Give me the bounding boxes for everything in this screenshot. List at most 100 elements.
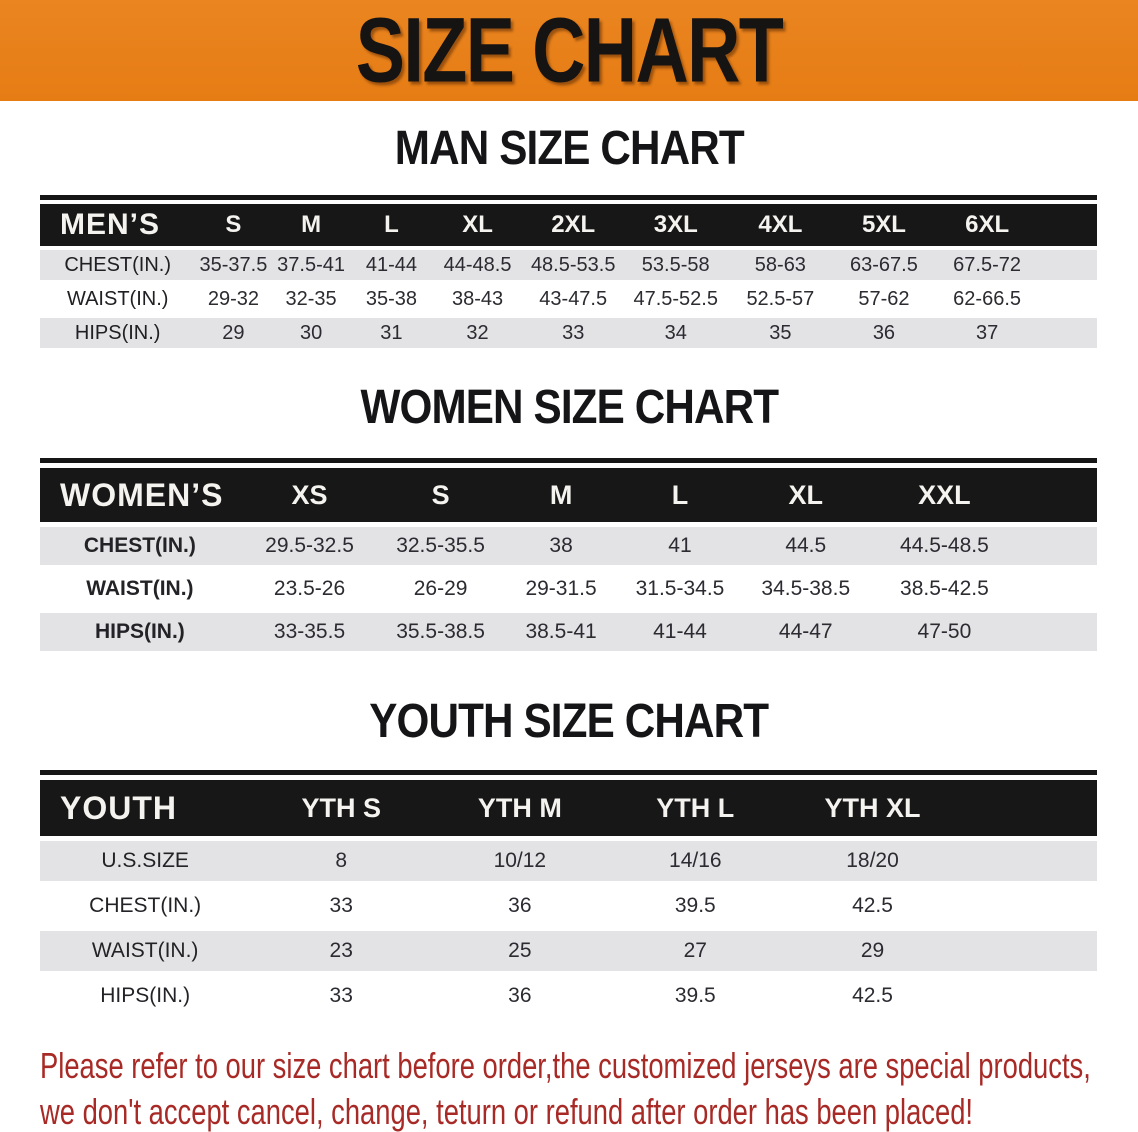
women-section-title-text: WOMEN SIZE CHART (360, 381, 779, 434)
measurement-cell: 57-62 (832, 284, 936, 314)
measurement-cell: 48.5-53.5 (523, 250, 624, 280)
measurement-cell: 58-63 (728, 250, 833, 280)
measurement-cell: 41-44 (350, 250, 433, 280)
measurement-cell: 29 (195, 318, 272, 348)
measurement-cell: 27 (607, 931, 784, 971)
row-label: WAIST(IN.) (40, 284, 196, 314)
measurement-cell: 23.5-26 (239, 570, 380, 608)
men-table-header-label: MEN’S (40, 204, 196, 246)
row-label: CHEST(IN.) (40, 886, 251, 926)
table-row: WAIST(IN.) 23.5-26 26-29 29-31.5 31.5-34.5 3… (40, 570, 1097, 608)
measurement-cell: 44.5-48.5 (871, 527, 1097, 565)
measurement-cell: 8 (250, 841, 433, 881)
measurement-cell: 35-37.5 (195, 250, 272, 280)
man-size-chart-section: MAN SIZE CHART MEN’S S M L XL 2XL 3XL 4XL 5XL 6X… (0, 125, 1138, 352)
measurement-cell: 44.5 (739, 527, 872, 565)
measurement-cell: 47.5-52.5 (623, 284, 729, 314)
women-size-chart-section: WOMEN SIZE CHART WOMEN’S XS S M L XL XXL CHES… (0, 384, 1138, 656)
youth-table-header-label: YOUTH (40, 780, 251, 836)
man-section-title: MAN SIZE CHART (0, 125, 1138, 173)
measurement-cell: 23 (250, 931, 433, 971)
measurement-cell: 26-29 (379, 570, 502, 608)
disclaimer: Please refer to our size chart before or… (40, 1043, 1138, 1132)
table-row: U.S.SIZE 8 10/12 14/16 18/20 (40, 841, 1097, 881)
size-column-header: L (350, 204, 433, 246)
men-table-body: CHEST(IN.) 35-37.5 37.5-41 41-44 44-48.5 48.… (40, 250, 1097, 348)
row-label: CHEST(IN.) (40, 250, 196, 280)
measurement-cell: 42.5 (783, 886, 1097, 926)
measurement-cell: 47-50 (871, 613, 1097, 651)
size-column-header: YTH M (432, 780, 608, 836)
measurement-cell: 25 (432, 931, 608, 971)
measurement-cell: 36 (432, 976, 608, 1016)
measurement-cell: 32-35 (271, 284, 351, 314)
women-table-header-row: WOMEN’S XS S M L XL XXL (40, 468, 1097, 522)
measurement-cell: 30 (271, 318, 351, 348)
size-column-header: XXL (871, 468, 1097, 522)
page-title: SIZE CHART (355, 0, 784, 102)
measurement-cell: 35.5-38.5 (379, 613, 502, 651)
size-column-header: XS (239, 468, 380, 522)
table-row: HIPS(IN.) 33-35.5 35.5-38.5 38.5-41 41-44 44… (40, 613, 1097, 651)
size-column-header: 4XL (728, 204, 833, 246)
size-column-header: M (501, 468, 621, 522)
table-row: WAIST(IN.) 29-32 32-35 35-38 38-43 43-47.5 47… (40, 284, 1097, 314)
youth-size-table: YOUTH YTH S YTH M YTH L YTH XL U.S.SIZE 8 10… (40, 770, 1097, 1021)
women-table-body: CHEST(IN.) 29.5-32.5 32.5-35.5 38 41 44.5 44.… (40, 527, 1097, 651)
row-label: CHEST(IN.) (40, 527, 240, 565)
measurement-cell: 35 (728, 318, 833, 348)
youth-table-header-row: YOUTH YTH S YTH M YTH L YTH XL (40, 780, 1097, 836)
measurement-cell: 42.5 (783, 976, 1097, 1016)
table-row: HIPS(IN.) 29 30 31 32 33 34 35 36 37 (40, 318, 1097, 348)
measurement-cell: 10/12 (432, 841, 608, 881)
row-label: HIPS(IN.) (40, 318, 196, 348)
measurement-cell: 41 (620, 527, 740, 565)
measurement-cell: 18/20 (783, 841, 1097, 881)
youth-table-body: U.S.SIZE 8 10/12 14/16 18/20 CHEST(IN.) 33 3… (40, 841, 1097, 1016)
measurement-cell: 43-47.5 (523, 284, 624, 314)
men-table-header-row: MEN’S S M L XL 2XL 3XL 4XL 5XL 6XL (40, 204, 1097, 246)
measurement-cell: 62-66.5 (935, 284, 1097, 314)
table-row: WAIST(IN.) 23 25 27 29 (40, 931, 1097, 971)
measurement-cell: 36 (432, 886, 608, 926)
measurement-cell: 29-32 (195, 284, 272, 314)
measurement-cell: 34 (623, 318, 729, 348)
measurement-cell: 38-43 (432, 284, 523, 314)
measurement-cell: 32 (432, 318, 523, 348)
measurement-cell: 32.5-35.5 (379, 527, 502, 565)
youth-size-chart-section: YOUTH SIZE CHART YOUTH YTH S YTH M YTH L YT… (0, 698, 1138, 1021)
size-column-header: 2XL (523, 204, 624, 246)
table-row: CHEST(IN.) 33 36 39.5 42.5 (40, 886, 1097, 926)
measurement-cell: 29 (783, 931, 1097, 971)
measurement-cell: 33-35.5 (239, 613, 380, 651)
measurement-cell: 39.5 (607, 976, 784, 1016)
measurement-cell: 36 (832, 318, 936, 348)
measurement-cell: 63-67.5 (832, 250, 936, 280)
size-column-header: S (379, 468, 502, 522)
measurement-cell: 38.5-41 (501, 613, 621, 651)
row-label: U.S.SIZE (40, 841, 251, 881)
size-column-header: YTH L (607, 780, 784, 836)
size-column-header: XL (432, 204, 523, 246)
size-column-header: S (195, 204, 272, 246)
measurement-cell: 44-48.5 (432, 250, 523, 280)
measurement-cell: 38.5-42.5 (871, 570, 1097, 608)
youth-section-title: YOUTH SIZE CHART (0, 698, 1138, 746)
table-row: HIPS(IN.) 33 36 39.5 42.5 (40, 976, 1097, 1016)
measurement-cell: 37.5-41 (271, 250, 351, 280)
disclaimer-line-1: Please refer to our size chart before or… (40, 1045, 1091, 1086)
measurement-cell: 14/16 (607, 841, 784, 881)
row-label: WAIST(IN.) (40, 570, 240, 608)
size-chart-banner: SIZE CHART (0, 0, 1138, 101)
size-column-header: XL (739, 468, 872, 522)
size-column-header: YTH XL (783, 780, 1097, 836)
table-row: CHEST(IN.) 35-37.5 37.5-41 41-44 44-48.5 48.… (40, 250, 1097, 280)
measurement-cell: 29.5-32.5 (239, 527, 380, 565)
youth-section-title-text: YOUTH SIZE CHART (369, 695, 770, 748)
measurement-cell: 31 (350, 318, 433, 348)
measurement-cell: 53.5-58 (623, 250, 729, 280)
measurement-cell: 29-31.5 (501, 570, 621, 608)
size-column-header: 5XL (832, 204, 936, 246)
measurement-cell: 31.5-34.5 (620, 570, 740, 608)
row-label: HIPS(IN.) (40, 613, 240, 651)
